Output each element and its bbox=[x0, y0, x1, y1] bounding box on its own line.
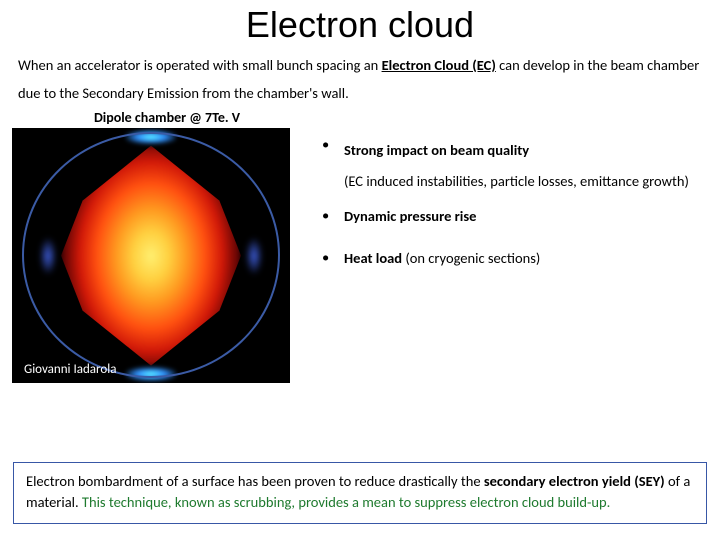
bullet-2: • Dynamic pressure rise bbox=[316, 206, 708, 228]
intro-ec: Electron Cloud (EC) bbox=[382, 56, 496, 74]
left-column: Dipole chamber @ 7Te. V Giovanni Iadarol… bbox=[12, 109, 302, 383]
bullet-3-strong: Heat load bbox=[344, 249, 402, 267]
heatmap-image bbox=[12, 128, 290, 383]
footer-t1: Electron bombardment of a surface has be… bbox=[26, 472, 484, 490]
bullet-2-strong: Dynamic pressure rise bbox=[344, 207, 476, 225]
hotspot-bottom bbox=[126, 367, 176, 381]
bullet-icon: • bbox=[316, 135, 344, 196]
bullet-icon: • bbox=[316, 206, 344, 228]
bullet-3-body: Heat load (on cryogenic sections) bbox=[344, 248, 708, 270]
bullet-icon: • bbox=[316, 248, 344, 270]
chamber-label: Dipole chamber @ 7Te. V bbox=[12, 109, 302, 126]
bullet-3: • Heat load (on cryogenic sections) bbox=[316, 248, 708, 270]
bullet-2-body: Dynamic pressure rise bbox=[344, 206, 708, 228]
side-spot-right bbox=[246, 238, 262, 274]
hotspot-top bbox=[126, 130, 176, 144]
bullet-1-rest: (EC induced instabilities, particle loss… bbox=[344, 172, 689, 190]
footer-sey: secondary electron yield (SEY) bbox=[484, 472, 665, 490]
intro-pre: When an accelerator is operated with sma… bbox=[18, 56, 382, 74]
footer-green: This technique, known as scrubbing, prov… bbox=[82, 493, 610, 511]
content-row: Dipole chamber @ 7Te. V Giovanni Iadarol… bbox=[0, 109, 720, 383]
side-spot-left bbox=[40, 238, 56, 274]
bullet-1: • Strong impact on beam quality (EC indu… bbox=[316, 135, 708, 196]
bullet-1-strong: Strong impact on beam quality bbox=[344, 141, 529, 159]
intro-paragraph: When an accelerator is operated with sma… bbox=[0, 46, 720, 107]
heatmap-diamond bbox=[61, 146, 241, 366]
bullet-1-body: Strong impact on beam quality (EC induce… bbox=[344, 135, 708, 196]
right-column: • Strong impact on beam quality (EC indu… bbox=[302, 109, 708, 383]
bullet-3-rest: (on cryogenic sections) bbox=[402, 249, 540, 267]
credit-text: Giovanni Iadarola bbox=[24, 362, 116, 377]
heatmap-container: Giovanni Iadarola bbox=[12, 128, 290, 383]
footer-box: Electron bombardment of a surface has be… bbox=[13, 462, 707, 524]
page-title: Electron cloud bbox=[0, 0, 720, 46]
